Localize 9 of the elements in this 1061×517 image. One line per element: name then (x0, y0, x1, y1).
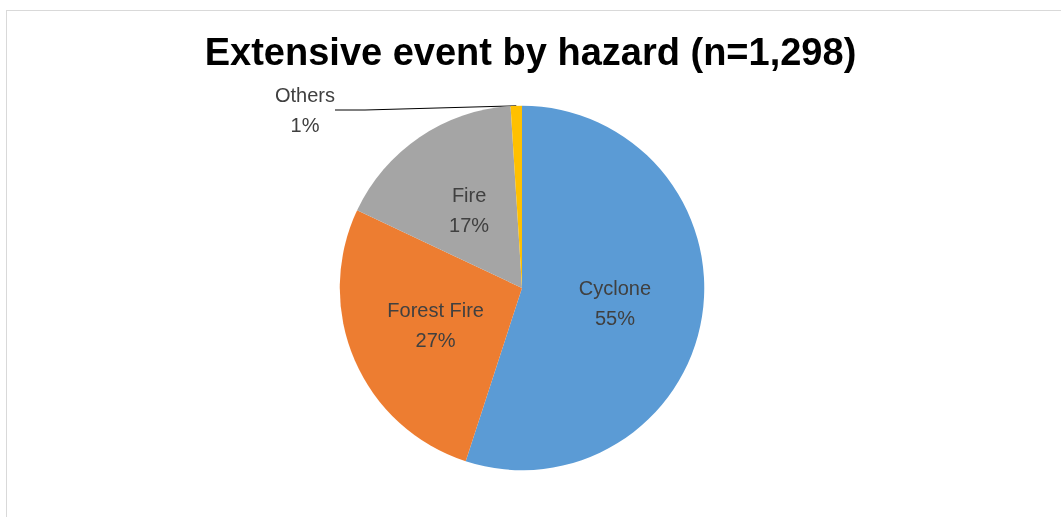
data-label: 55% (594, 306, 636, 329)
slice-label: Others (274, 84, 336, 106)
slice-label: Cyclone (578, 276, 652, 299)
data-label: 17% (449, 214, 490, 237)
slice-label: Fire (451, 184, 487, 207)
data-label: 27% (415, 329, 456, 352)
data-label: 1% (290, 114, 320, 136)
chart-title: Extensive event by hazard (n=1,298) (204, 31, 857, 73)
slice-label: Forest Fire (387, 299, 484, 322)
